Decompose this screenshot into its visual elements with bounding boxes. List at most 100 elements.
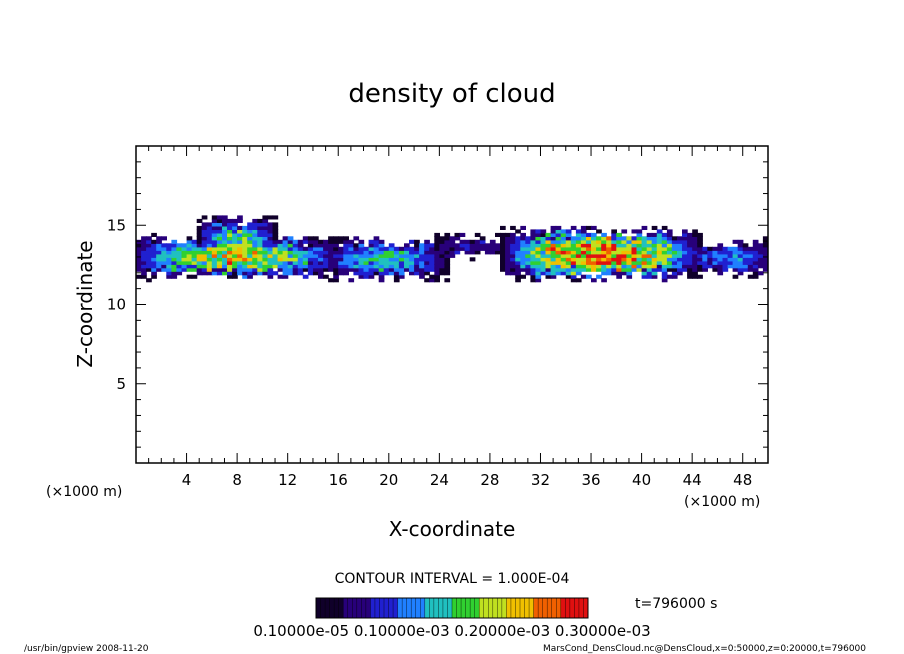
density-cell bbox=[191, 253, 198, 258]
density-cell bbox=[434, 278, 440, 283]
density-cell bbox=[707, 257, 713, 262]
density-cell bbox=[515, 274, 521, 279]
density-cell bbox=[186, 236, 193, 241]
density-cell bbox=[656, 264, 663, 269]
density-cell bbox=[596, 243, 602, 248]
density-cell bbox=[671, 253, 678, 258]
density-cell bbox=[525, 239, 531, 244]
density-cell bbox=[424, 267, 430, 272]
density-cell bbox=[363, 250, 370, 255]
density-cell bbox=[712, 246, 719, 251]
density-cell bbox=[151, 250, 157, 255]
density-cell bbox=[434, 264, 440, 269]
density-cell bbox=[247, 229, 253, 234]
density-cell bbox=[606, 243, 612, 248]
density-cell bbox=[237, 260, 243, 265]
density-cell bbox=[661, 274, 668, 279]
density-cell bbox=[287, 243, 294, 248]
density-cell bbox=[682, 264, 688, 269]
density-cell bbox=[242, 246, 248, 251]
density-cell bbox=[762, 257, 768, 262]
density-cell bbox=[611, 236, 617, 241]
density-cell bbox=[510, 232, 516, 237]
density-cell bbox=[646, 246, 653, 251]
density-cell bbox=[505, 260, 511, 265]
density-cell bbox=[752, 250, 759, 255]
density-cell bbox=[146, 264, 152, 269]
density-cell bbox=[651, 225, 658, 230]
density-cell bbox=[530, 239, 537, 244]
density-cell bbox=[222, 243, 228, 248]
density-cell bbox=[621, 271, 628, 276]
density-cell bbox=[161, 250, 167, 255]
density-cell bbox=[323, 250, 329, 255]
density-cell bbox=[586, 260, 592, 265]
density-cell bbox=[201, 239, 208, 244]
density-cell bbox=[201, 232, 208, 237]
density-cell bbox=[388, 257, 395, 262]
colorbar-swatch bbox=[524, 598, 530, 618]
density-cell bbox=[742, 260, 749, 265]
density-cell bbox=[469, 250, 476, 255]
density-cell bbox=[560, 267, 567, 272]
density-cell bbox=[196, 260, 203, 265]
density-cell bbox=[626, 239, 633, 244]
colorbar-swatch bbox=[583, 598, 589, 618]
density-cell bbox=[414, 239, 420, 244]
density-cell bbox=[747, 264, 754, 269]
density-cell bbox=[666, 243, 673, 248]
density-cell bbox=[535, 257, 542, 262]
density-cell bbox=[560, 246, 567, 251]
x-tick-label: 12 bbox=[278, 471, 297, 489]
density-cell bbox=[176, 246, 183, 251]
density-cell bbox=[474, 239, 481, 244]
density-cell bbox=[247, 267, 253, 272]
colorbar-swatch bbox=[343, 598, 349, 618]
density-cell bbox=[363, 267, 370, 272]
density-cell bbox=[237, 243, 243, 248]
density-cell bbox=[307, 246, 314, 251]
density-cell bbox=[505, 243, 511, 248]
colorbar-swatch bbox=[456, 598, 462, 618]
density-cell bbox=[201, 225, 208, 230]
density-cell bbox=[262, 229, 269, 234]
density-cell bbox=[257, 218, 263, 223]
density-cell bbox=[671, 271, 678, 276]
density-cell bbox=[661, 243, 668, 248]
density-cell bbox=[742, 243, 749, 248]
density-cell bbox=[565, 246, 572, 251]
density-cell bbox=[545, 274, 552, 279]
density-cell bbox=[757, 257, 764, 262]
density-cell bbox=[666, 239, 673, 244]
density-cell bbox=[363, 257, 370, 262]
density-cell bbox=[313, 243, 319, 248]
density-cell bbox=[338, 267, 344, 272]
cloud-density-field bbox=[136, 215, 774, 283]
density-cell bbox=[732, 253, 739, 258]
density-cell bbox=[338, 257, 344, 262]
density-cell bbox=[768, 264, 774, 268]
density-cell bbox=[742, 257, 749, 262]
density-cell bbox=[353, 246, 360, 251]
density-cell bbox=[677, 236, 683, 241]
density-cell bbox=[586, 239, 592, 244]
colorbar-swatch bbox=[461, 598, 467, 618]
density-cell bbox=[156, 257, 162, 262]
density-cell bbox=[318, 253, 324, 258]
density-cell bbox=[712, 253, 719, 258]
density-cell bbox=[560, 271, 567, 276]
density-cell bbox=[626, 246, 633, 251]
density-cell bbox=[444, 264, 451, 269]
density-cell bbox=[186, 264, 193, 269]
density-cell bbox=[540, 239, 547, 244]
density-cell bbox=[601, 257, 607, 262]
density-cell bbox=[181, 243, 188, 248]
density-cell bbox=[530, 232, 537, 237]
density-cell bbox=[419, 257, 425, 262]
density-cell bbox=[151, 232, 157, 237]
density-cell bbox=[505, 271, 511, 276]
density-cell bbox=[348, 246, 355, 251]
density-cell bbox=[136, 274, 142, 279]
colorbar-swatch bbox=[438, 598, 444, 618]
density-cell bbox=[752, 246, 759, 251]
